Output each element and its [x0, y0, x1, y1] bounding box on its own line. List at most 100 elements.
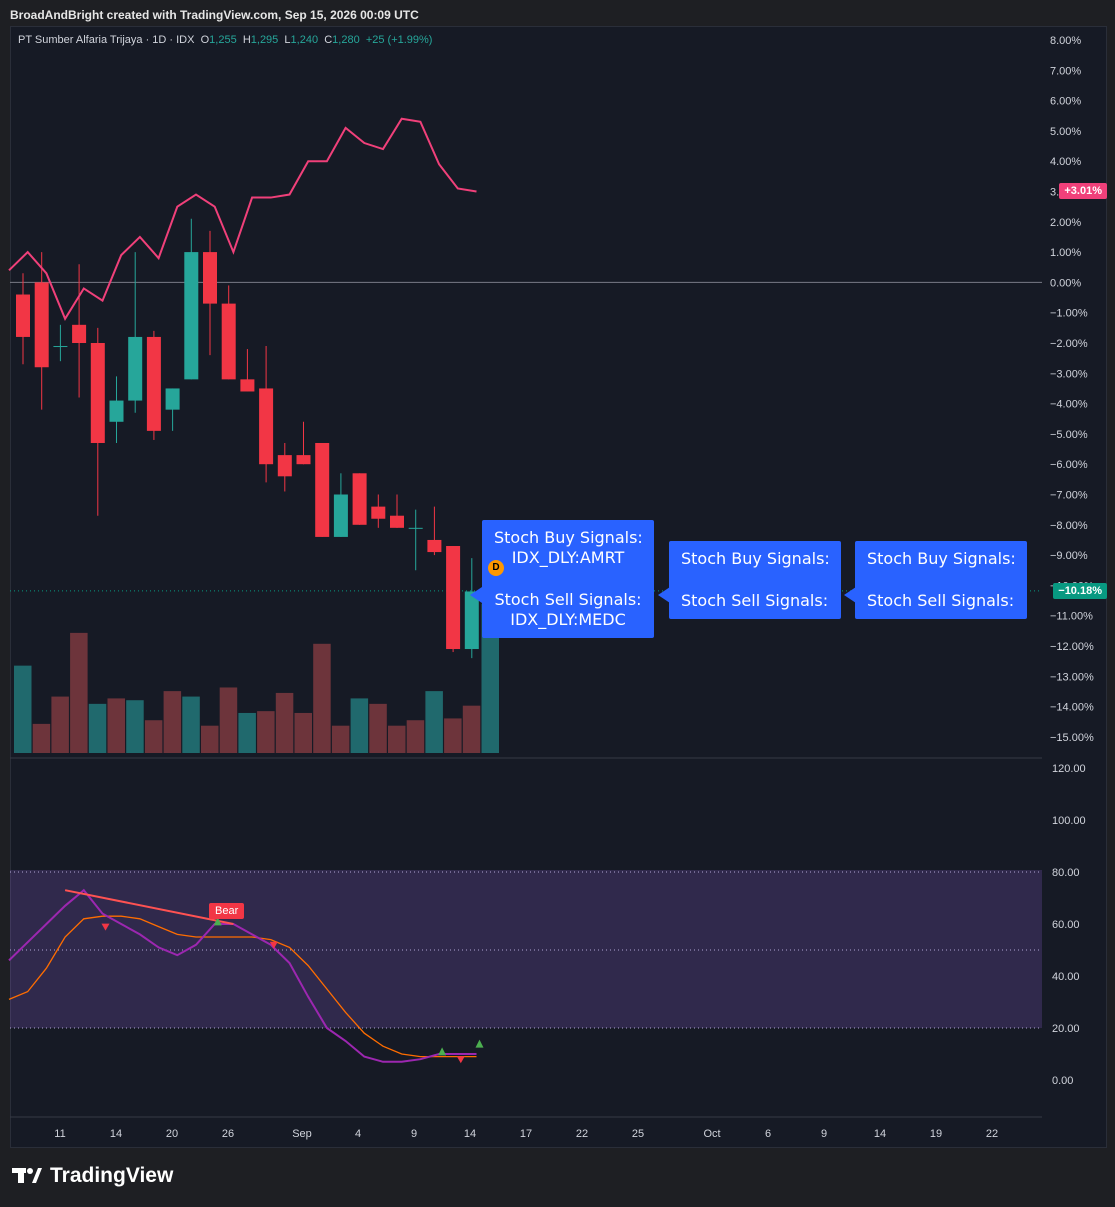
compare-price-tag: +3.01%: [1059, 183, 1107, 199]
sell-signal-marker: [269, 941, 278, 949]
price-axis-tick: −3.00%: [1050, 368, 1088, 380]
stoch-signal-callout-3[interactable]: Stoch Buy Signals: Stoch Sell Signals:: [855, 541, 1027, 619]
low-value: 1,240: [290, 34, 319, 46]
time-axis-tick: 14: [110, 1128, 122, 1140]
price-axis-tick: −9.00%: [1050, 550, 1088, 562]
callout-pointer-2: [658, 587, 670, 603]
candle-body: [427, 539, 442, 553]
candle-body: [352, 473, 367, 525]
time-axis-tick: 11: [54, 1128, 65, 1140]
price-axis-tick: 7.00%: [1050, 65, 1081, 77]
volume-bar: [32, 723, 51, 753]
price-axis-tick: 2.00%: [1050, 217, 1081, 229]
volume-bar: [406, 720, 425, 753]
time-axis-tick: 9: [411, 1128, 417, 1140]
candle-body: [371, 506, 386, 519]
buy-signal-marker: [438, 1047, 447, 1056]
callout-pointer-3: [844, 587, 856, 603]
bear-divergence-label: Bear: [209, 903, 245, 919]
candle-body: [146, 336, 161, 431]
open-label: O: [200, 34, 210, 46]
volume-bar: [313, 643, 331, 753]
price-axis-tick: 1.00%: [1050, 247, 1081, 259]
volume-bar: [481, 603, 499, 753]
volume-bar: [107, 698, 125, 753]
candle-body: [184, 252, 199, 380]
candle-body: [296, 455, 311, 465]
dividend-event-marker[interactable]: D: [488, 560, 504, 576]
candle-body: [34, 282, 49, 368]
buy-signal-marker: [475, 1039, 484, 1048]
tradingview-logo-icon: [12, 1168, 42, 1183]
price-axis-tick: −15.00%: [1050, 732, 1094, 744]
close-label: C: [324, 34, 333, 46]
time-axis-tick: 25: [632, 1128, 644, 1140]
price-axis-tick: 5.00%: [1050, 126, 1081, 138]
stoch-axis-tick: 120.00: [1052, 763, 1086, 775]
candle-body: [446, 546, 461, 650]
volume-bar: [88, 703, 107, 753]
price-axis-tick: −1.00%: [1050, 308, 1088, 320]
candle-body: [408, 527, 423, 529]
time-axis-tick: Sep: [292, 1128, 312, 1140]
candle-body: [128, 336, 143, 401]
time-axis-tick: 14: [874, 1128, 886, 1140]
candle-body: [16, 294, 30, 337]
time-axis-tick: 26: [222, 1128, 234, 1140]
symbol-name: PT Sumber Alfaria Trijaya · 1D · IDX: [18, 34, 195, 46]
sell-signal-marker: [101, 923, 110, 931]
candle-body: [259, 388, 274, 465]
tradingview-brand: TradingView: [50, 1164, 174, 1187]
volume-bar: [14, 665, 32, 753]
candle-body: [165, 388, 180, 410]
volume-bar: [425, 691, 443, 753]
time-axis-tick: 4: [355, 1128, 361, 1140]
stoch-axis-tick: 0.00: [1052, 1075, 1073, 1087]
price-axis-tick: −11.00%: [1050, 611, 1093, 623]
volume-bar: [70, 632, 88, 753]
stoch-band: [10, 870, 1042, 1028]
volume-bar: [369, 703, 387, 753]
stoch-axis-tick: 100.00: [1052, 815, 1086, 827]
sell-signals-value: IDX_DLY:MEDC: [510, 610, 626, 629]
volume-bar: [462, 705, 481, 753]
time-axis-tick: 14: [464, 1128, 476, 1140]
time-axis-tick: 22: [986, 1128, 998, 1140]
sell-signals-label: Stoch Sell Signals:: [494, 590, 642, 609]
price-axis-tick: −6.00%: [1050, 459, 1088, 471]
volume-bar: [163, 691, 182, 753]
candle-body: [90, 343, 105, 443]
stoch-signal-callout-2[interactable]: Stoch Buy Signals: Stoch Sell Signals:: [669, 541, 841, 619]
volume-bar: [350, 698, 369, 753]
close-value: 1,280: [332, 34, 360, 46]
price-axis-tick: −4.00%: [1050, 399, 1088, 411]
candle-body: [240, 379, 255, 392]
volume-bar: [51, 696, 69, 753]
high-label: H: [242, 34, 251, 46]
volume-bar: [275, 692, 294, 753]
stoch-axis-tick: 80.00: [1052, 867, 1080, 879]
sell-signal-marker: [456, 1056, 465, 1064]
volume-bar: [126, 700, 144, 753]
time-axis-tick: 19: [930, 1128, 942, 1140]
price-axis-tick: 6.00%: [1050, 96, 1081, 108]
callout-pointer-1: [470, 587, 482, 603]
candle-body: [53, 346, 68, 348]
price-axis-tick: −7.00%: [1050, 490, 1088, 502]
price-axis-tick: −13.00%: [1050, 671, 1094, 683]
bear-divergence-trendline: [64, 889, 234, 925]
stoch-signal-callout-1[interactable]: Stoch Buy Signals: IDX_DLY:AMRT Stoch Se…: [482, 520, 654, 638]
candle-body: [109, 400, 124, 422]
open-value: 1,255: [209, 34, 237, 46]
volume-bar: [201, 725, 219, 753]
time-axis-tick: 20: [166, 1128, 178, 1140]
price-axis-tick: −5.00%: [1050, 429, 1088, 441]
candle-body: [277, 455, 292, 477]
volume-bar: [444, 718, 462, 753]
volume-bar: [144, 720, 163, 753]
tradingview-logo[interactable]: TradingView: [12, 1164, 173, 1188]
candle-body: [203, 252, 217, 304]
time-axis-tick: 22: [576, 1128, 588, 1140]
compare-series-line: [8, 117, 477, 321]
